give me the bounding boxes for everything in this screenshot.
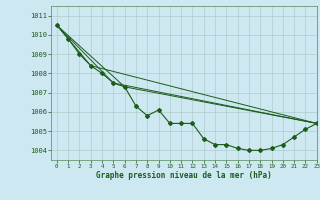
X-axis label: Graphe pression niveau de la mer (hPa): Graphe pression niveau de la mer (hPa)	[96, 171, 272, 180]
